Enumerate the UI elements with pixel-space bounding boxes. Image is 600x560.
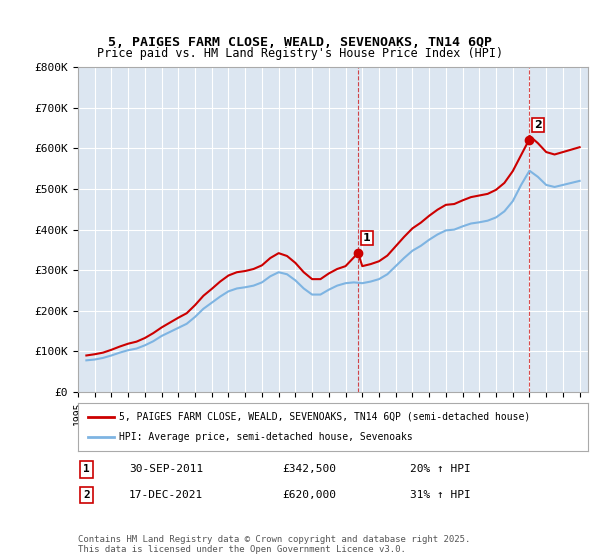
Text: 5, PAIGES FARM CLOSE, WEALD, SEVENOAKS, TN14 6QP: 5, PAIGES FARM CLOSE, WEALD, SEVENOAKS, … — [108, 35, 492, 49]
Text: 31% ↑ HPI: 31% ↑ HPI — [409, 490, 470, 500]
Text: Contains HM Land Registry data © Crown copyright and database right 2025.
This d: Contains HM Land Registry data © Crown c… — [78, 535, 470, 554]
Text: 5, PAIGES FARM CLOSE, WEALD, SEVENOAKS, TN14 6QP (semi-detached house): 5, PAIGES FARM CLOSE, WEALD, SEVENOAKS, … — [119, 412, 530, 422]
Text: HPI: Average price, semi-detached house, Sevenoaks: HPI: Average price, semi-detached house,… — [119, 432, 413, 442]
Text: 1: 1 — [83, 464, 90, 474]
Text: 2: 2 — [83, 490, 90, 500]
Text: 17-DEC-2021: 17-DEC-2021 — [129, 490, 203, 500]
Text: 20% ↑ HPI: 20% ↑ HPI — [409, 464, 470, 474]
Text: £342,500: £342,500 — [282, 464, 336, 474]
Text: 30-SEP-2011: 30-SEP-2011 — [129, 464, 203, 474]
Text: 2: 2 — [534, 120, 542, 130]
Text: 1: 1 — [363, 233, 371, 243]
Text: Price paid vs. HM Land Registry's House Price Index (HPI): Price paid vs. HM Land Registry's House … — [97, 46, 503, 60]
Text: £620,000: £620,000 — [282, 490, 336, 500]
